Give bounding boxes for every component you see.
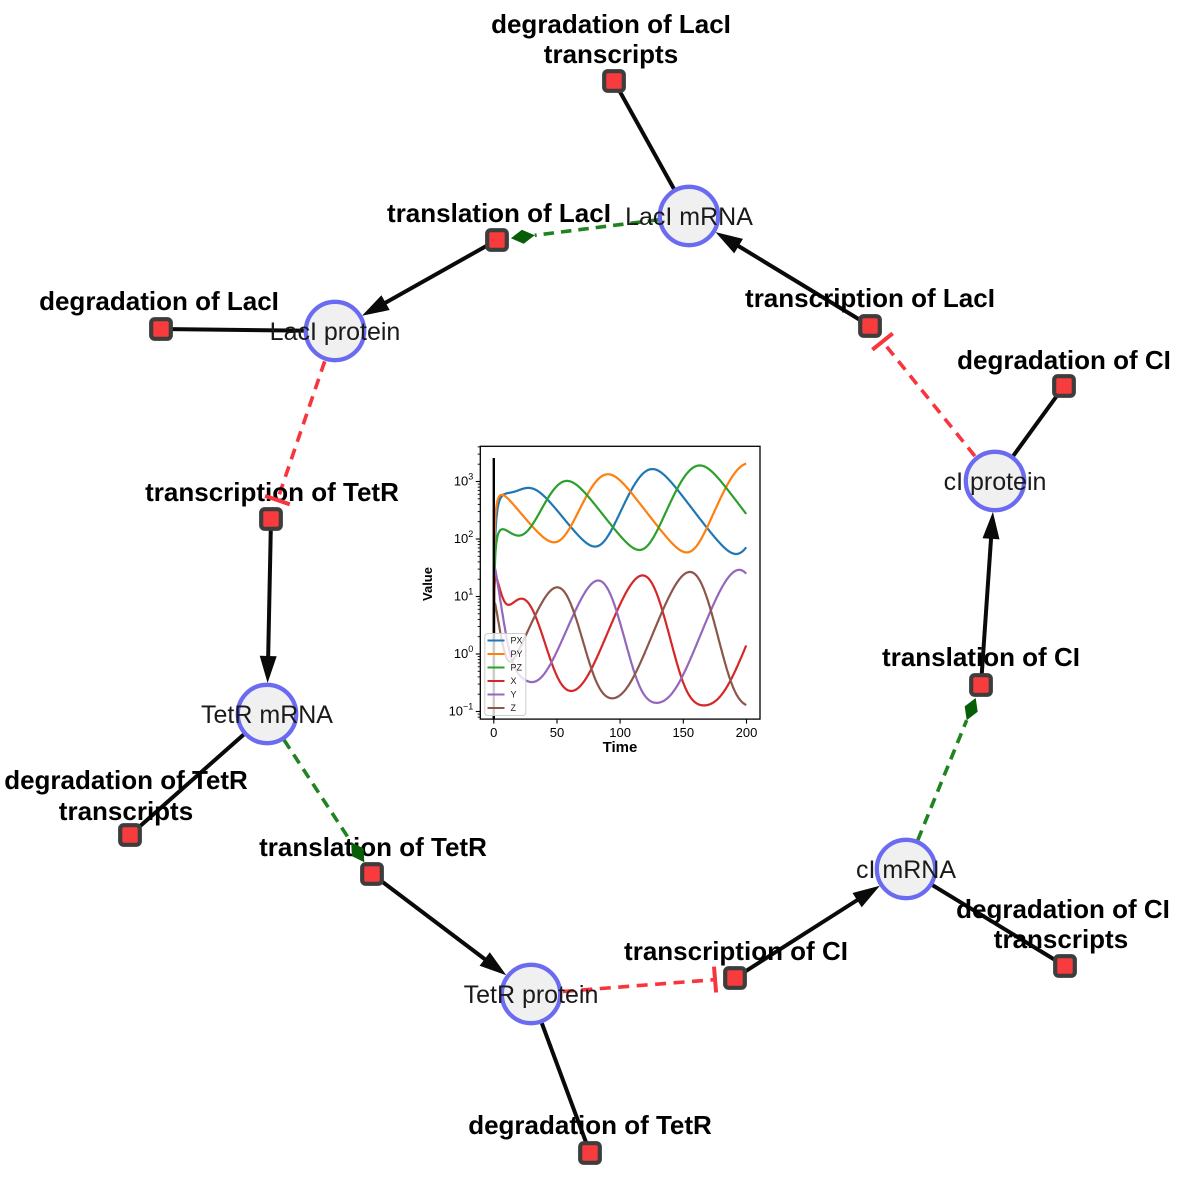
svg-text:degradation of LacI: degradation of LacI xyxy=(491,9,731,39)
svg-text:PZ: PZ xyxy=(511,663,523,673)
svg-text:translation of LacI: translation of LacI xyxy=(387,198,611,228)
svg-text:Time: Time xyxy=(603,739,638,756)
svg-text:degradation of CI: degradation of CI xyxy=(957,345,1171,375)
svg-text:100: 100 xyxy=(609,725,631,740)
svg-text:PX: PX xyxy=(511,636,523,646)
svg-text:0: 0 xyxy=(490,725,497,740)
svg-text:PY: PY xyxy=(511,649,523,659)
svg-text:200: 200 xyxy=(736,725,758,740)
svg-text:degradation of TetR: degradation of TetR xyxy=(468,1110,712,1140)
svg-text:X: X xyxy=(511,676,517,686)
svg-text:transcription of TetR: transcription of TetR xyxy=(145,477,399,507)
svg-text:cI mRNA: cI mRNA xyxy=(856,856,956,884)
svg-text:LacI mRNA: LacI mRNA xyxy=(625,203,753,231)
svg-text:transcripts: transcripts xyxy=(994,924,1128,954)
svg-text:transcripts: transcripts xyxy=(59,796,193,826)
svg-text:degradation of CI: degradation of CI xyxy=(956,894,1170,924)
svg-text:transcripts: transcripts xyxy=(544,39,678,69)
svg-text:transcription of CI: transcription of CI xyxy=(624,936,848,966)
svg-text:Z: Z xyxy=(511,703,517,713)
svg-text:translation of CI: translation of CI xyxy=(882,642,1080,672)
svg-text:LacI protein: LacI protein xyxy=(270,318,401,346)
svg-text:transcription of LacI: transcription of LacI xyxy=(745,283,995,313)
svg-text:cI protein: cI protein xyxy=(944,468,1047,496)
svg-text:50: 50 xyxy=(550,725,564,740)
svg-text:TetR protein: TetR protein xyxy=(464,981,599,1009)
svg-text:150: 150 xyxy=(672,725,694,740)
svg-text:degradation of TetR: degradation of TetR xyxy=(4,765,248,795)
svg-text:Y: Y xyxy=(511,690,517,700)
svg-text:Value: Value xyxy=(420,567,435,601)
svg-text:translation of TetR: translation of TetR xyxy=(259,832,487,862)
svg-text:TetR mRNA: TetR mRNA xyxy=(201,701,333,729)
svg-text:degradation of LacI: degradation of LacI xyxy=(39,286,279,316)
